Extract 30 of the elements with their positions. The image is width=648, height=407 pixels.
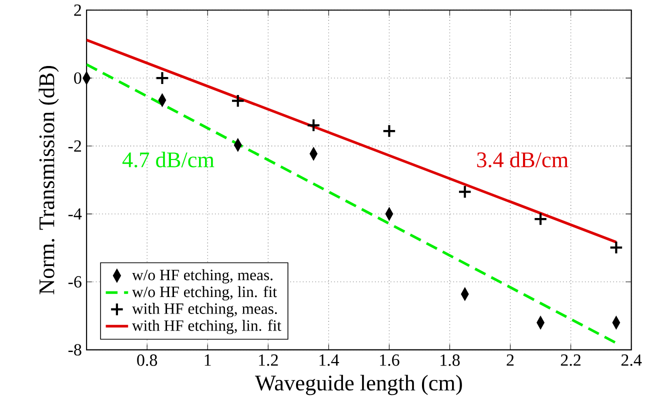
point [382,124,396,138]
point [155,71,170,86]
y-tick-label: -8 [68,344,82,356]
x-tick-label: 2.2 [560,354,580,366]
legend-label: w/o HF etching, lin. fit [132,286,277,301]
legend-label: w/o HF etching, meas. [132,269,272,284]
point [458,185,472,199]
y-tick-label: 2 [74,4,82,16]
x-tick-label: 1.4 [320,354,340,366]
x-tick-label: 1.6 [380,354,400,366]
y-tick-label: 0 [74,72,82,84]
x-tick-label: 2 [506,354,514,366]
point [609,240,624,255]
point [534,212,548,226]
annotation: 4.7 dB/cm [122,152,214,168]
y-axis-title: Norm. Transmission (dB) [38,66,59,294]
legend-label: with HF etching, lin. fit [132,320,282,334]
x-axis-title: Waveguide length (cm) [255,375,462,396]
point [230,94,245,108]
x-tick-label: 1.8 [440,354,460,366]
x-tick-label: 0.8 [137,354,158,366]
legend-label: with HF etching, meas. [132,303,277,318]
y-tick-label: -2 [68,140,82,152]
point [306,118,320,132]
x-tick-label: 1.2 [259,354,278,366]
y-tick-label: -6 [68,276,82,288]
x-tick-label: 2.4 [621,354,642,366]
x-tick-label: 1 [204,354,211,366]
y-tick-label: -4 [68,208,82,220]
annotation: 3.4 dB/cm [477,152,568,168]
